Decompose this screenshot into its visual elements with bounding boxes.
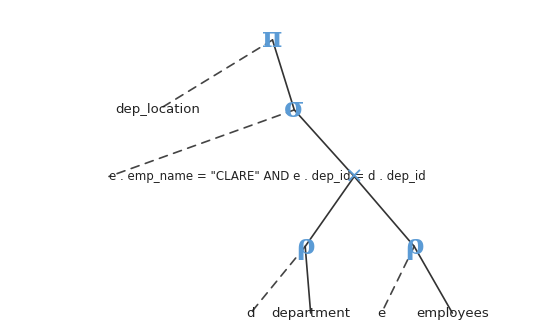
Text: π: π [262, 26, 283, 54]
Text: ×: × [345, 166, 364, 186]
Text: employees: employees [416, 306, 489, 320]
Text: e . emp_name = "CLARE" AND e . dep_id = d . dep_id: e . emp_name = "CLARE" AND e . dep_id = … [109, 170, 426, 183]
Text: department: department [271, 306, 350, 320]
Text: ρ: ρ [296, 233, 314, 260]
Text: d: d [246, 306, 255, 320]
Text: σ: σ [284, 96, 305, 124]
Text: dep_location: dep_location [116, 103, 201, 117]
Text: e: e [377, 306, 386, 320]
Text: ρ: ρ [405, 233, 423, 260]
